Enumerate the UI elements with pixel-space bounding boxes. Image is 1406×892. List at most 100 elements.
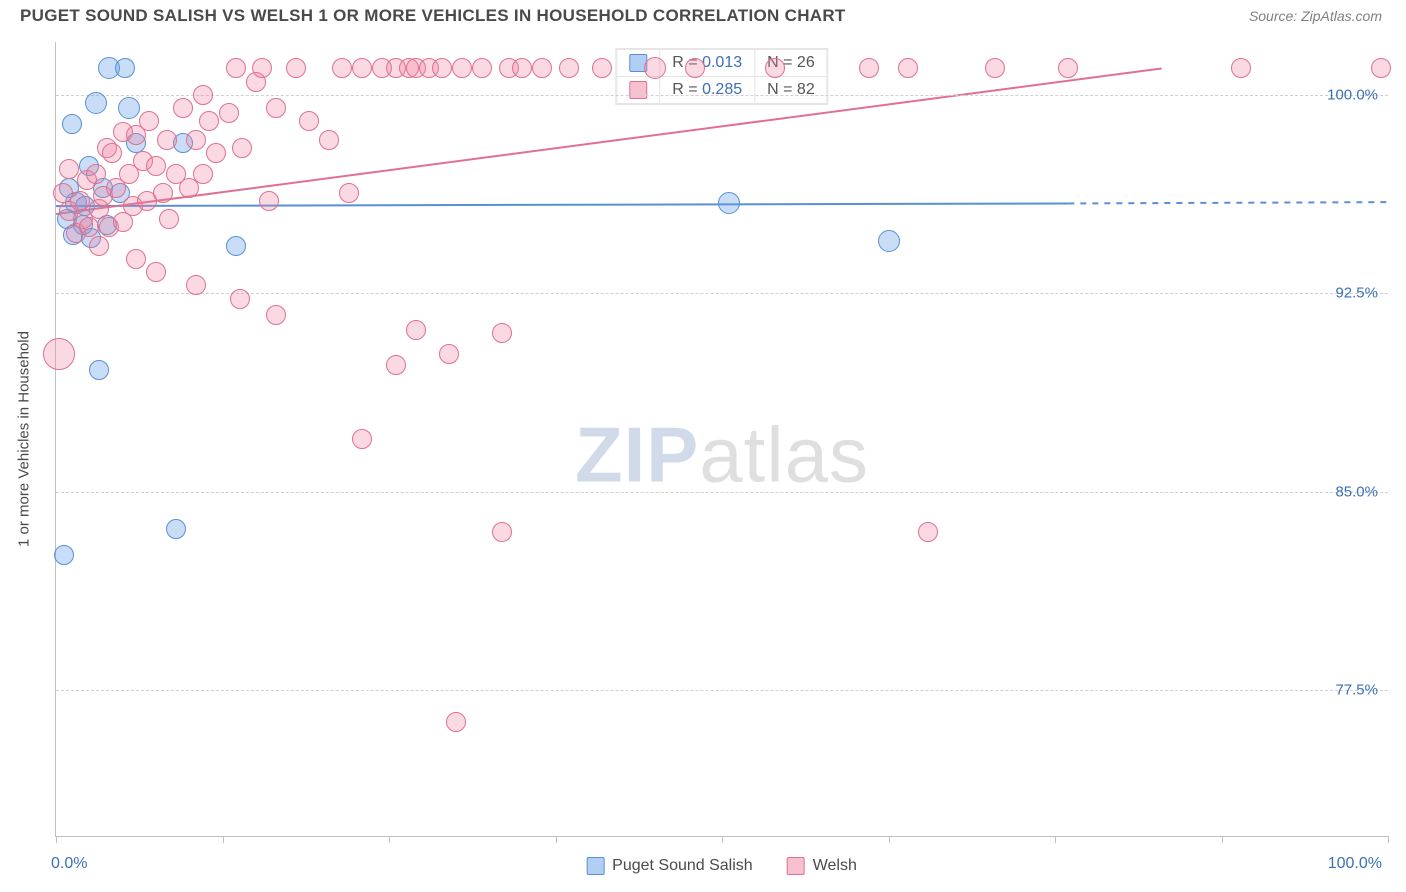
gridline-h — [56, 690, 1388, 691]
y-tick-label: 85.0% — [1335, 483, 1378, 500]
legend-item: Welsh — [787, 857, 857, 875]
data-point — [472, 58, 492, 78]
data-point — [252, 58, 272, 78]
data-point — [1371, 58, 1391, 78]
y-tick-label: 100.0% — [1327, 86, 1378, 103]
data-point — [512, 58, 532, 78]
data-point — [89, 236, 109, 256]
data-point — [43, 338, 75, 370]
data-point — [230, 289, 250, 309]
legend-swatch — [586, 857, 604, 875]
data-point — [159, 209, 179, 229]
data-point — [918, 522, 938, 542]
data-point — [319, 130, 339, 150]
data-point — [166, 519, 186, 539]
data-point — [859, 58, 879, 78]
x-tick — [389, 836, 390, 843]
gridline-h — [56, 492, 1388, 493]
x-tick — [722, 836, 723, 843]
x-tick — [1388, 836, 1389, 843]
r-label: R = 0.285 — [660, 77, 755, 104]
trend-lines — [56, 42, 1388, 836]
data-point — [446, 712, 466, 732]
data-point — [492, 323, 512, 343]
x-tick — [223, 836, 224, 843]
data-point — [644, 57, 666, 79]
data-point — [85, 92, 107, 114]
chart-area: 1 or more Vehicles in Household ZIPatlas… — [55, 42, 1388, 837]
y-axis-label: 1 or more Vehicles in Household — [16, 331, 33, 547]
source-attribution: Source: ZipAtlas.com — [1249, 8, 1382, 24]
data-point — [985, 58, 1005, 78]
data-point — [1231, 58, 1251, 78]
data-point — [126, 249, 146, 269]
data-point — [259, 191, 279, 211]
data-point — [339, 183, 359, 203]
data-point — [878, 230, 900, 252]
data-point — [219, 103, 239, 123]
data-point — [115, 58, 135, 78]
data-point — [592, 58, 612, 78]
data-point — [492, 522, 512, 542]
data-point — [118, 97, 140, 119]
data-point — [232, 138, 252, 158]
data-point — [206, 143, 226, 163]
data-point — [226, 58, 246, 78]
data-point — [146, 156, 166, 176]
data-point — [266, 98, 286, 118]
data-point — [898, 58, 918, 78]
plot-region: 1 or more Vehicles in Household ZIPatlas… — [55, 42, 1388, 837]
watermark: ZIPatlas — [575, 409, 869, 500]
x-tick — [889, 836, 890, 843]
data-point — [352, 429, 372, 449]
legend-swatch — [787, 857, 805, 875]
data-point — [452, 58, 472, 78]
data-point — [199, 111, 219, 131]
data-point — [386, 355, 406, 375]
data-point — [62, 114, 82, 134]
data-point — [86, 164, 106, 184]
legend-swatch — [617, 77, 660, 104]
data-point — [139, 111, 159, 131]
x-tick — [556, 836, 557, 843]
data-point — [559, 58, 579, 78]
data-point — [79, 217, 99, 237]
data-point — [153, 183, 173, 203]
y-tick-label: 77.5% — [1335, 682, 1378, 699]
data-point — [1058, 58, 1078, 78]
data-point — [685, 58, 705, 78]
data-point — [286, 58, 306, 78]
data-point — [186, 275, 206, 295]
y-tick-label: 92.5% — [1335, 285, 1378, 302]
gridline-h — [56, 293, 1388, 294]
data-point — [54, 545, 74, 565]
series-legend: Puget Sound Salish Welsh — [586, 857, 857, 875]
data-point — [89, 360, 109, 380]
x-tick — [1055, 836, 1056, 843]
data-point — [193, 85, 213, 105]
x-axis-max-label: 100.0% — [1328, 855, 1382, 873]
r-label: R = 0.013 — [660, 50, 755, 77]
data-point — [532, 58, 552, 78]
data-point — [70, 191, 90, 211]
data-point — [193, 164, 213, 184]
legend-item: Puget Sound Salish — [586, 857, 753, 875]
data-point — [439, 344, 459, 364]
x-axis-min-label: 0.0% — [51, 855, 87, 873]
n-label: N = 82 — [755, 77, 828, 104]
x-tick — [1222, 836, 1223, 843]
data-point — [157, 130, 177, 150]
x-tick — [56, 836, 57, 843]
data-point — [186, 130, 206, 150]
gridline-h — [56, 95, 1388, 96]
data-point — [299, 111, 319, 131]
data-point — [332, 58, 352, 78]
data-point — [146, 262, 166, 282]
data-point — [102, 143, 122, 163]
data-point — [226, 236, 246, 256]
data-point — [173, 98, 193, 118]
data-point — [352, 58, 372, 78]
data-point — [266, 305, 286, 325]
data-point — [432, 58, 452, 78]
data-point — [765, 58, 785, 78]
